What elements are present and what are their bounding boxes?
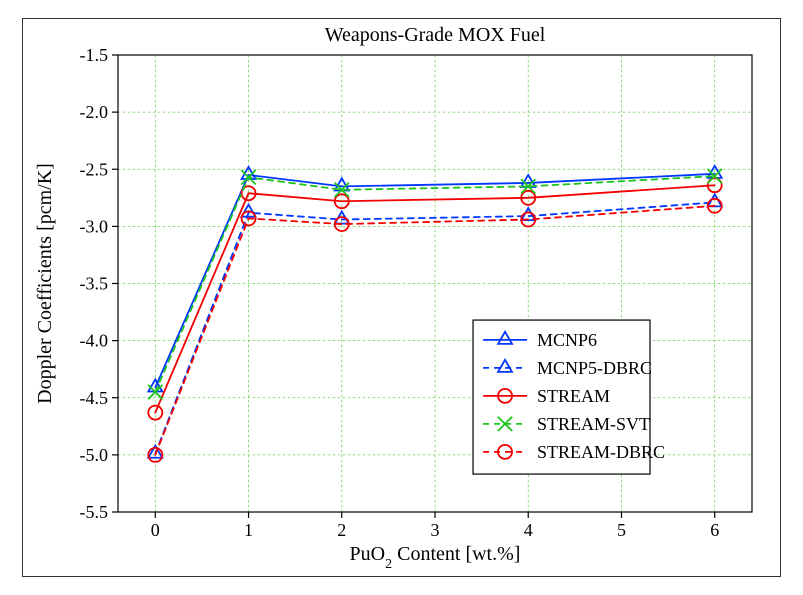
- x-axis-label: PuO2 Content [wt.%]: [350, 543, 521, 572]
- y-tick-label: -2.0: [80, 102, 109, 122]
- x-tick-label: 5: [617, 520, 626, 540]
- x-tick-label: 6: [710, 520, 719, 540]
- chart-outer-border: Weapons-Grade MOX Fuel 0 1 2 3 4 5 6 -5.5 -5.0 -4.…: [22, 18, 781, 577]
- legend-label: MCNP6: [537, 330, 597, 350]
- legend-label: STREAM-SVT: [537, 414, 650, 434]
- legend: MCNP6 MCNP5-DBRC STREAM STREAM-SVT STREAM-DB…: [473, 320, 665, 474]
- y-tick-label: -3.5: [80, 274, 109, 294]
- line-chart: Weapons-Grade MOX Fuel 0 1 2 3 4 5 6 -5.5 -5.0 -4.…: [23, 19, 780, 576]
- legend-label: STREAM: [537, 386, 610, 406]
- y-tick-label: -5.0: [80, 445, 109, 465]
- y-axis-label: Doppler Coefficients [pcm/K]: [34, 163, 56, 404]
- x-tick-label: 3: [431, 520, 440, 540]
- y-tick-label: -2.5: [80, 159, 109, 179]
- chart-title: Weapons-Grade MOX Fuel: [325, 24, 546, 46]
- y-tick-label: -4.5: [80, 388, 109, 408]
- x-tick-label: 0: [151, 520, 160, 540]
- y-tick-label: -4.0: [80, 331, 109, 351]
- legend-row: STREAM: [483, 386, 610, 406]
- figure-frame: Weapons-Grade MOX Fuel 0 1 2 3 4 5 6 -5.5 -5.0 -4.…: [0, 0, 803, 595]
- legend-label: MCNP5-DBRC: [537, 358, 652, 378]
- y-tick-label: -3.0: [80, 216, 109, 236]
- x-tick-label: 1: [244, 520, 253, 540]
- y-tick-label: -5.5: [80, 502, 109, 522]
- y-tick-label: -1.5: [80, 45, 109, 65]
- x-tick-label: 4: [524, 520, 533, 540]
- legend-label: STREAM-DBRC: [537, 442, 665, 462]
- x-tick-label: 2: [337, 520, 346, 540]
